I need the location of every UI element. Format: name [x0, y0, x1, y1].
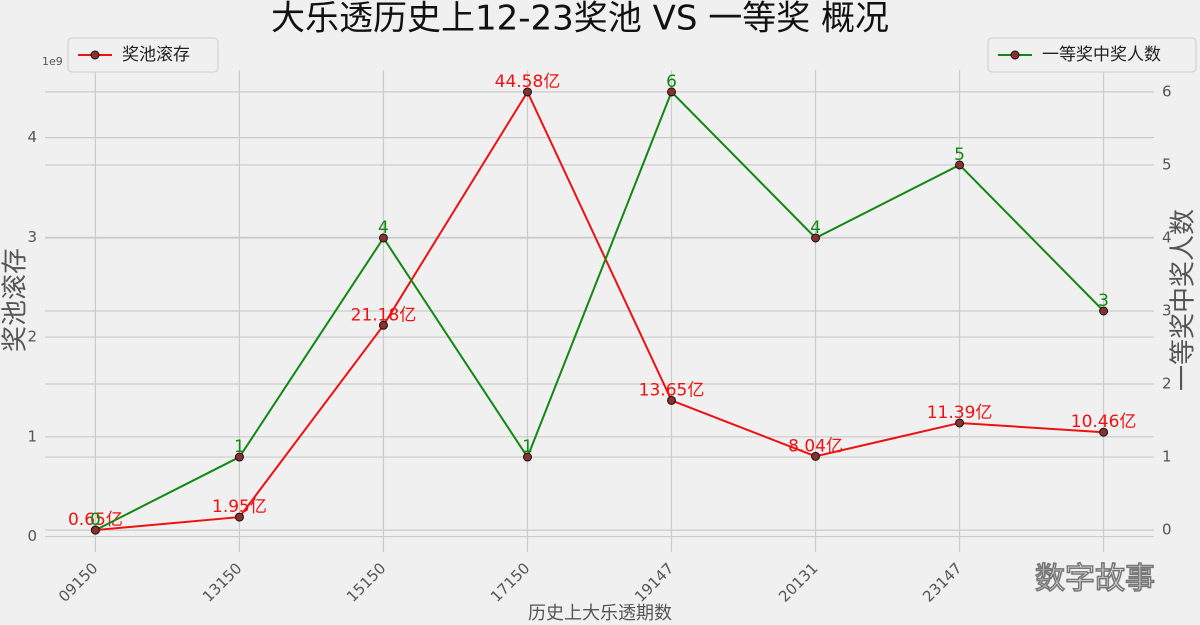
data-label: 1 [522, 437, 533, 457]
data-point [522, 452, 532, 462]
data-point [522, 87, 532, 97]
data-label: 1 [234, 437, 245, 457]
data-point [234, 452, 244, 462]
data-point [955, 418, 965, 428]
y-axis-label: 奖池滚存 [1, 248, 31, 352]
y2-tick-label: 6 [1162, 82, 1172, 100]
y-tick-label: 3 [27, 228, 37, 246]
series-line [94, 90, 1105, 531]
data-point [955, 160, 965, 170]
y-offset-label: 1e9 [42, 55, 63, 68]
data-point [378, 320, 388, 330]
y2-tick-label: 5 [1162, 155, 1172, 173]
data-label: 4 [810, 218, 821, 238]
data-label: 11.39亿 [927, 403, 993, 423]
chart-title: 大乐透历史上12-23奖池 VS 一等奖 概况 [271, 0, 889, 39]
data-point [667, 395, 677, 405]
legend-marker [1010, 50, 1020, 60]
y2-tick-label: 0 [1162, 521, 1172, 539]
data-point [234, 512, 244, 522]
y-tick-label: 1 [27, 427, 37, 445]
data-label: 0 [90, 510, 101, 530]
data-point [90, 525, 100, 535]
data-point [811, 233, 821, 243]
data-point [1099, 427, 1109, 437]
data-label: 44.58亿 [495, 72, 561, 92]
y2-tick-label: 2 [1162, 375, 1172, 393]
data-label: 8.04亿 [788, 436, 843, 456]
data-label: 5 [954, 145, 965, 165]
data-point [667, 87, 677, 97]
y2-tick-label: 4 [1162, 228, 1172, 246]
data-label: 4 [378, 218, 389, 238]
data-label: 10.46亿 [1071, 412, 1137, 432]
data-label: 3 [1098, 291, 1109, 311]
legend-marker [90, 50, 100, 60]
data-label: 21.18亿 [351, 305, 417, 325]
data-label: 6 [666, 72, 677, 92]
y-tick-label: 2 [27, 328, 37, 346]
data-label: 0.65亿 [68, 510, 123, 530]
x-axis-label: 历史上大乐透期数 [528, 603, 672, 624]
series-line [95, 89, 1104, 532]
legend-box [987, 37, 1197, 73]
data-label: 1.95亿 [212, 497, 267, 517]
y-tick-label: 4 [27, 128, 37, 146]
data-point [378, 233, 388, 243]
y2-tick-label: 1 [1162, 448, 1172, 466]
y-tick-label: 0 [27, 527, 37, 545]
watermark: 数字故事 [1035, 562, 1155, 597]
legend-label: 奖池滚存 [122, 45, 190, 65]
data-label: 13.65亿 [639, 380, 705, 400]
y2-tick-label: 3 [1162, 302, 1172, 320]
y2-axis-label: 一等奖中奖人数 [1169, 209, 1199, 391]
data-point [1099, 306, 1109, 316]
legend-label: 一等奖中奖人数 [1042, 45, 1161, 65]
data-point [811, 451, 821, 461]
legend-box [67, 37, 219, 73]
